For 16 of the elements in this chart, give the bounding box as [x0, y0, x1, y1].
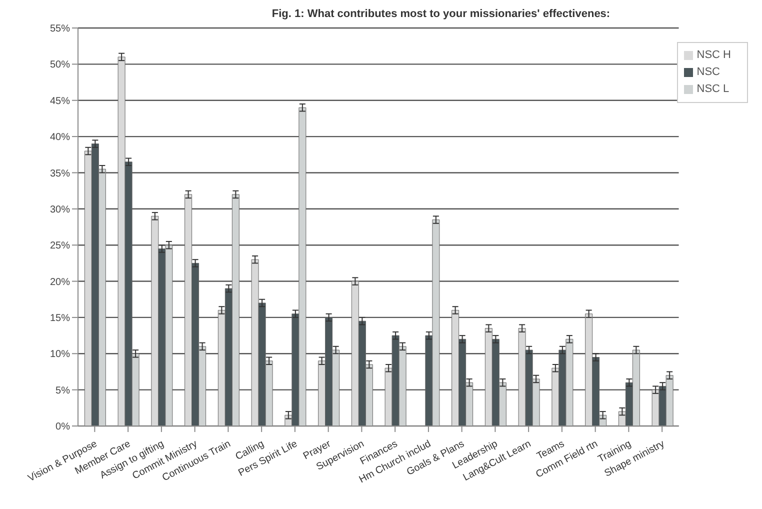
y-tick-label: 55% [50, 24, 70, 35]
y-tick-label: 45% [50, 96, 70, 107]
y-tick-label: 30% [50, 204, 70, 216]
chart-title: Fig. 1: What contributes most to your missionaries' effectivenes: [270, 8, 612, 22]
y-tick-label: 5% [56, 385, 70, 396]
legend-label: NSC L [696, 83, 730, 95]
y-tick-label: 50% [50, 60, 70, 71]
y-tick-label: 25% [50, 240, 70, 252]
y-tick-label: 35% [50, 168, 70, 180]
y-tick-label: 10% [50, 349, 70, 360]
y-tick-label: 20% [50, 276, 70, 288]
y-tick-label: 40% [50, 132, 70, 144]
y-tick-label: 0% [56, 422, 70, 433]
y-tick-label: 15% [50, 313, 70, 324]
legend-label: NSC H [696, 49, 731, 61]
legend-label: NSC [696, 66, 720, 78]
